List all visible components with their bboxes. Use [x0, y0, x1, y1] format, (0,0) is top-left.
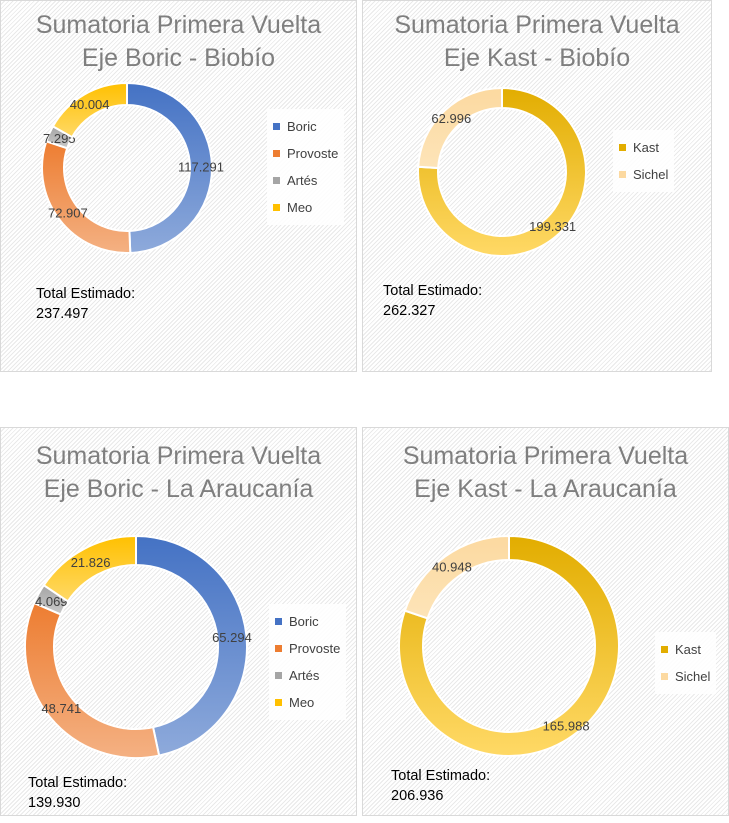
legend-item[interactable]: Kast [661, 636, 710, 663]
legend-item[interactable]: Kast [619, 134, 668, 161]
total-estimate: Total Estimado: 139.930 [28, 773, 127, 813]
total-label: Total Estimado: [383, 283, 483, 299]
total-value: 262.327 [383, 303, 436, 319]
total-estimate: Total Estimado: 237.497 [36, 284, 135, 324]
total-label: Total Estimado: [391, 768, 491, 784]
data-label: 72.907 [48, 205, 88, 220]
legend-item[interactable]: Meo [273, 194, 338, 221]
legend-label: Kast [675, 642, 702, 657]
chart-title-line: Eje Kast - La Araucanía [414, 475, 677, 503]
data-label: 40.948 [432, 559, 472, 574]
legend-label: Meo [289, 695, 315, 710]
legend-swatch-icon [275, 645, 282, 652]
legend-swatch-icon [661, 673, 668, 680]
data-label: 4.069 [35, 594, 68, 609]
legend-swatch-icon [273, 123, 280, 130]
chart-legend: Boric Provoste Artés Meo [267, 109, 345, 225]
legend-label: Kast [633, 140, 660, 155]
total-estimate: Total Estimado: 262.327 [383, 281, 482, 321]
chart-title-line: Sumatoria Primera Vuelta [394, 11, 680, 39]
legend-item[interactable]: Boric [275, 608, 340, 635]
legend-label: Provoste [287, 146, 339, 161]
chart-panel[interactable]: Sumatoria Primera Vuelta Eje Boric - Biob… [0, 0, 357, 372]
data-label: 21.826 [71, 555, 111, 570]
legend-label: Artés [287, 173, 318, 188]
donut-slice-meo[interactable] [51, 81, 128, 139]
legend-item[interactable]: Sichel [661, 663, 710, 690]
legend-label: Artés [289, 668, 320, 683]
legend-item[interactable]: Artés [273, 167, 338, 194]
chart-title: Sumatoria Primera Vuelta Eje Kast - La Ar… [363, 440, 728, 506]
legend-label: Boric [289, 614, 319, 629]
legend-item[interactable]: Provoste [273, 140, 338, 167]
legend-item[interactable]: Boric [273, 113, 338, 140]
data-label: 199.331 [529, 219, 576, 234]
donut-slice-kast[interactable] [417, 86, 587, 257]
legend-swatch-icon [275, 618, 282, 625]
total-label: Total Estimado: [28, 775, 128, 791]
total-value: 206.936 [391, 788, 444, 804]
data-label: 165.988 [543, 719, 590, 734]
donut-slice-sichel[interactable] [403, 534, 510, 620]
chart-legend: Kast Sichel [613, 130, 675, 192]
legend-label: Provoste [289, 641, 341, 656]
chart-title-line: Eje Kast - Biobío [443, 44, 631, 72]
chart-title-line: Sumatoria Primera Vuelta [402, 442, 689, 470]
chart-title-line: Eje Boric - La Araucanía [43, 475, 314, 503]
legend-swatch-icon [661, 646, 668, 653]
donut-slice-sichel[interactable] [417, 86, 503, 170]
legend-swatch-icon [273, 177, 280, 184]
chart-title: Sumatoria Primera Vuelta Eje Kast - Biobí… [363, 9, 711, 75]
legend-swatch-icon [275, 699, 282, 706]
chart-title-line: Eje Boric - Biobío [81, 44, 276, 72]
total-estimate: Total Estimado: 206.936 [391, 766, 490, 806]
chart-legend: Boric Provoste Artés Meo [269, 604, 347, 720]
legend-label: Meo [287, 200, 313, 215]
chart-panel[interactable]: Sumatoria Primera Vuelta Eje Boric - La A… [0, 427, 357, 816]
donut-slice-meo[interactable] [42, 534, 137, 603]
legend-label: Sichel [675, 669, 711, 684]
chart-title: Sumatoria Primera Vuelta Eje Boric - Biob… [1, 9, 356, 75]
donut-slice-boric[interactable] [135, 534, 248, 757]
data-label: 40.004 [70, 97, 110, 112]
legend-swatch-icon [619, 171, 626, 178]
legend-swatch-icon [273, 204, 280, 211]
total-value: 139.930 [28, 795, 81, 811]
data-label: 62.996 [431, 111, 471, 126]
data-label: 48.741 [41, 701, 81, 716]
legend-item[interactable]: Meo [275, 689, 340, 716]
chart-panel[interactable]: Sumatoria Primera Vuelta Eje Kast - Biobí… [362, 0, 712, 372]
legend-label: Boric [287, 119, 317, 134]
total-label: Total Estimado: [36, 286, 136, 302]
legend-swatch-icon [273, 150, 280, 157]
total-value: 237.497 [36, 306, 89, 322]
chart-legend: Kast Sichel [655, 632, 717, 694]
chart-panel[interactable]: Sumatoria Primera Vuelta Eje Kast - La Ar… [362, 427, 729, 816]
legend-item[interactable]: Provoste [275, 635, 340, 662]
chart-title-line: Sumatoria Primera Vuelta [35, 442, 322, 470]
legend-label: Sichel [633, 167, 669, 182]
data-label: 117.291 [178, 160, 224, 175]
legend-swatch-icon [619, 144, 626, 151]
legend-item[interactable]: Artés [275, 662, 340, 689]
chart-title: Sumatoria Primera Vuelta Eje Boric - La A… [1, 440, 356, 506]
donut-slice-kast[interactable] [398, 534, 620, 757]
data-label: 65.294 [212, 630, 252, 645]
legend-item[interactable]: Sichel [619, 161, 668, 188]
legend-swatch-icon [275, 672, 282, 679]
donut-slice-boric[interactable] [126, 81, 213, 254]
chart-title-line: Sumatoria Primera Vuelta [35, 11, 322, 39]
